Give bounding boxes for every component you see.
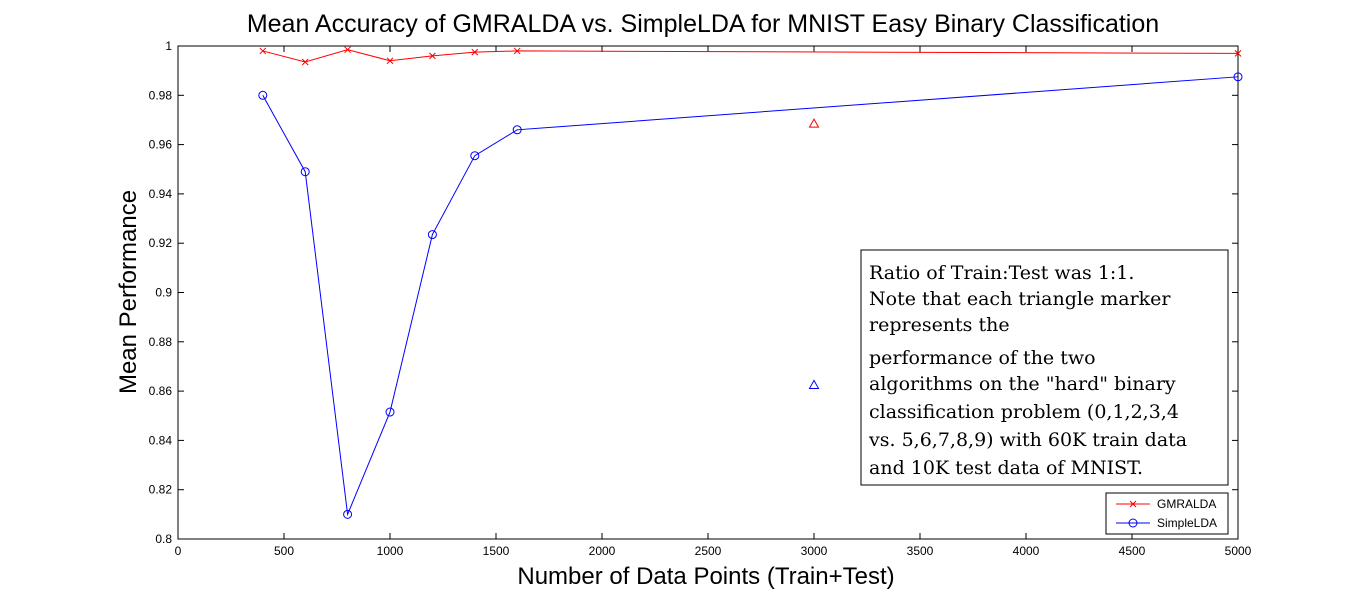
- y-tick-label: 0.98: [149, 88, 173, 102]
- annotation-line: vs. 5,6,7,8,9) with 60K train data: [868, 429, 1187, 451]
- data-point-simplelda: [343, 509, 353, 519]
- triangle-markers: [808, 118, 820, 389]
- y-tick-label: 1: [165, 39, 172, 53]
- data-point-simplelda: [512, 125, 522, 135]
- annotation-line: Ratio of Train:Test was 1:1.: [869, 262, 1134, 284]
- x-tick-label: 0: [175, 544, 182, 558]
- y-tick-label: 0.9: [155, 286, 172, 300]
- y-tick-label: 0.84: [149, 433, 173, 447]
- data-point-simplelda: [258, 90, 268, 100]
- data-point-gmralda: [344, 46, 351, 54]
- series-line-simplelda: [262, 76, 1239, 517]
- y-axis: 0.8 0.82 0.84 0.86 0.88 0.9 0.92 0.94 0.96 0.98 1: [149, 39, 1238, 546]
- x-tick-label: 3500: [907, 544, 934, 558]
- y-tick-label: 0.96: [149, 138, 173, 152]
- y-axis-label: Mean Performance: [115, 190, 142, 394]
- annotation-line: and 10K test data of MNIST.: [869, 457, 1143, 479]
- legend-label-simplelda: SimpleLDA: [1157, 516, 1217, 530]
- x-tick-label: 3000: [801, 544, 828, 558]
- annotation-line: Note that each triangle marker: [869, 288, 1171, 310]
- x-axis: 0 500 1000 1500 2000 2500 3000 3500 4000 4500 5000: [175, 46, 1252, 558]
- data-point-gmralda: [429, 52, 436, 60]
- x-tick-label: 5000: [1225, 544, 1252, 558]
- x-tick-label: 4500: [1119, 544, 1146, 558]
- x-tick-label: 1000: [377, 544, 404, 558]
- data-point-simplelda: [427, 230, 437, 240]
- y-tick-label: 0.92: [149, 236, 173, 250]
- x-tick-label: 1500: [483, 544, 510, 558]
- x-tick-label: 500: [274, 544, 294, 558]
- x-tick-label: 2000: [589, 544, 616, 558]
- series-line-gmralda: [262, 49, 1239, 63]
- data-point-simplelda: [1233, 72, 1243, 82]
- data-point-simplelda: [385, 407, 395, 417]
- triangle-marker: [808, 118, 820, 128]
- legend: GMRALDA SimpleLDA: [1105, 492, 1229, 535]
- x-tick-label: 4000: [1013, 544, 1040, 558]
- y-tick-label: 0.86: [149, 384, 173, 398]
- data-point-gmralda: [386, 57, 394, 65]
- chart-title: Mean Accuracy of GMRALDA vs. SimpleLDA f…: [247, 10, 1159, 38]
- triangle-marker: [808, 379, 820, 389]
- series-layer: [258, 46, 1243, 519]
- y-tick-label: 0.94: [149, 187, 173, 201]
- x-axis-label: Number of Data Points (Train+Test): [517, 563, 894, 590]
- data-point-simplelda: [470, 151, 480, 161]
- annotation-line: performance of the two: [869, 347, 1096, 369]
- annotation-line: represents the: [869, 314, 1010, 336]
- data-point-gmralda: [471, 48, 479, 56]
- y-tick-label: 0.82: [149, 483, 173, 497]
- annotation-line: algorithms on the "hard" binary: [869, 373, 1176, 395]
- annotation-box: Ratio of Train:Test was 1:1. Note that e…: [860, 249, 1229, 486]
- data-point-gmralda: [1234, 50, 1242, 57]
- data-point-gmralda: [513, 47, 521, 55]
- legend-box: [1105, 492, 1229, 535]
- legend-marker-gmralda: [1129, 500, 1137, 508]
- data-point-gmralda: [301, 58, 309, 66]
- y-tick-label: 0.8: [155, 532, 172, 546]
- y-tick-label: 0.88: [149, 335, 173, 349]
- data-point-gmralda: [259, 47, 267, 55]
- legend-label-gmralda: GMRALDA: [1157, 497, 1216, 511]
- x-tick-label: 2500: [695, 544, 722, 558]
- data-point-simplelda: [300, 167, 310, 177]
- annotation-line: classification problem (0,1,2,3,4: [869, 401, 1179, 423]
- legend-marker-simplelda: [1128, 518, 1138, 528]
